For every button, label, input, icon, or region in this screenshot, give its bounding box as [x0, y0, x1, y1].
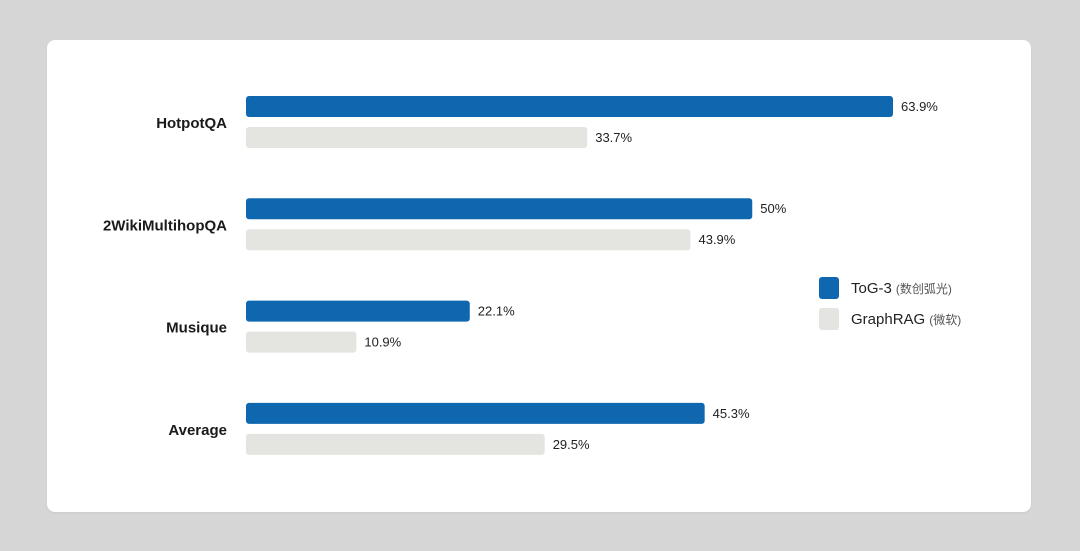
chart-card: [47, 40, 1031, 512]
legend-label-tog3: ToG-3: [851, 279, 892, 297]
value-label-graphrag-average: 29.5%: [553, 437, 590, 452]
bar-tog-3-average: [246, 402, 705, 424]
legend-item-tog3: ToG-3 (数创弧光): [819, 277, 961, 299]
legend-label-graphrag: GraphRAG: [851, 310, 926, 328]
bar-tog-3-2wikimultihopqa: [246, 198, 753, 220]
bar-graphrag-hotpotqa: [246, 127, 588, 148]
category-label-musique: Musique: [166, 320, 227, 337]
bar-graphrag-average: [246, 433, 545, 455]
bar-tog-3-musique: [246, 300, 470, 322]
legend-swatch-graphrag: [819, 308, 839, 330]
legend: ToG-3 (数创弧光) GraphRAG (微软): [819, 277, 961, 339]
value-label-graphrag-2wikimultihopqa: 43.9%: [698, 232, 735, 247]
legend-swatch-tog3: [819, 277, 839, 299]
legend-item-graphrag: GraphRAG (微软): [819, 308, 961, 330]
legend-sublabel-graphrag: (微软): [929, 312, 962, 327]
category-label-2wikimultihopqa: 2WikiMultihopQA: [103, 217, 227, 234]
bar-tog-3-hotpotqa: [246, 96, 893, 117]
bar-graphrag-2wikimultihopqa: [246, 229, 691, 251]
category-label-hotpotqa: HotpotQA: [156, 115, 227, 132]
value-label-graphrag-hotpotqa: 33.7%: [595, 130, 632, 145]
bar-graphrag-musique: [246, 331, 357, 353]
category-label-average: Average: [168, 422, 227, 439]
value-label-tog-3-2wikimultihopqa: 50%: [760, 201, 786, 216]
value-label-tog-3-musique: 22.1%: [478, 304, 515, 319]
value-label-tog-3-average: 45.3%: [713, 406, 750, 421]
legend-sublabel-tog3: (数创弧光): [895, 281, 952, 296]
value-label-tog-3-hotpotqa: 63.9%: [901, 99, 938, 114]
value-label-graphrag-musique: 10.9%: [364, 335, 401, 350]
